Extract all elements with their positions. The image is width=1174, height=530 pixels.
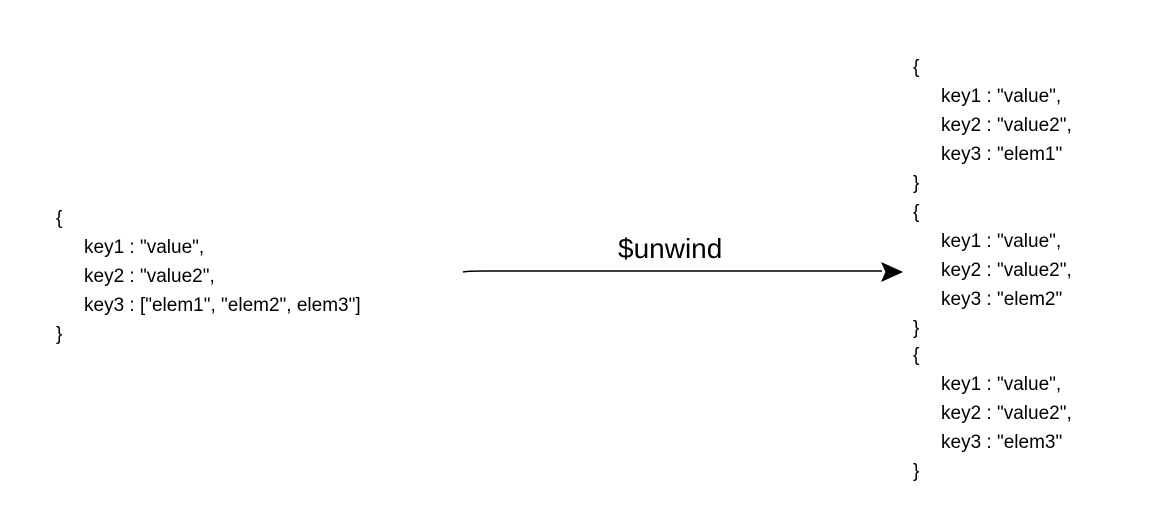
- output-line-key3: key3 : "elem2": [941, 289, 1063, 310]
- input-line-key2: key2 : "value2",: [84, 266, 215, 287]
- output-line-key2: key2 : "value2",: [941, 115, 1072, 136]
- unwind-label: $unwind: [618, 233, 723, 264]
- output-line-key1: key1 : "value",: [941, 86, 1062, 107]
- output-line-key3: key3 : "elem3": [941, 432, 1063, 453]
- output-open-brace: {: [913, 57, 920, 78]
- input-close-brace: }: [56, 324, 63, 345]
- output-line-key2: key2 : "value2",: [941, 403, 1072, 424]
- arrowhead: [881, 262, 904, 282]
- output-close-brace: }: [913, 173, 920, 194]
- output-open-brace: {: [913, 345, 920, 366]
- output-close-brace: }: [913, 318, 920, 339]
- output-line-key2: key2 : "value2",: [941, 260, 1072, 281]
- input-line-key1: key1 : "value",: [84, 237, 205, 258]
- output-line-key1: key1 : "value",: [941, 231, 1062, 252]
- output-line-key3: key3 : "elem1": [941, 144, 1063, 165]
- output-open-brace: {: [913, 202, 920, 223]
- input-line-key3: key3 : ["elem1", "elem2", elem3"]: [84, 295, 361, 316]
- output-close-brace: }: [913, 461, 920, 482]
- output-line-key1: key1 : "value",: [941, 374, 1062, 395]
- input-open-brace: {: [56, 208, 63, 229]
